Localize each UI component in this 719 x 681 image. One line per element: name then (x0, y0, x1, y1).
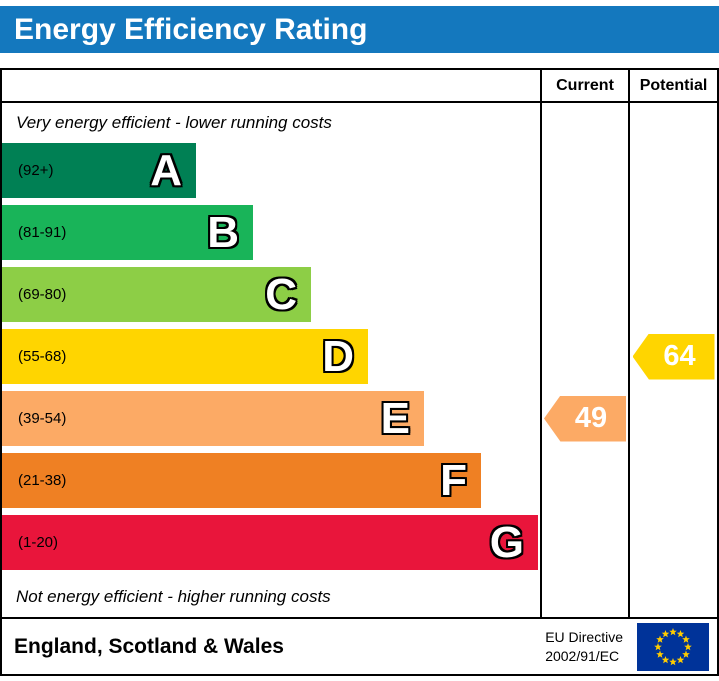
current-rating-pointer: 49 (544, 395, 626, 442)
bottom-note: Not energy efficient - higher running co… (16, 587, 331, 606)
band-range: (69-80) (18, 286, 67, 303)
potential-cell (628, 577, 717, 617)
current-cell (540, 103, 628, 143)
potential-cell (628, 143, 717, 205)
band-bar-a: (92+) A (2, 143, 196, 198)
current-cell (540, 329, 628, 391)
column-header-row: Current Potential (2, 70, 717, 103)
potential-cell (628, 205, 717, 267)
band-range: (55-68) (18, 348, 67, 365)
band-bar-c: (69-80) C (2, 267, 311, 322)
current-cell (540, 267, 628, 329)
top-note: Very energy efficient - lower running co… (16, 113, 332, 132)
bottom-note-row: Not energy efficient - higher running co… (2, 577, 717, 617)
band-bar-b: (81-91) B (2, 205, 253, 260)
band-letter: B (207, 207, 239, 257)
band-letter: F (440, 455, 467, 505)
current-cell: 49 (540, 391, 628, 453)
potential-cell (628, 103, 717, 143)
band-range: (39-54) (18, 410, 67, 427)
band-letter: E (380, 393, 410, 443)
footer: England, Scotland & Wales EU Directive 2… (2, 617, 717, 674)
band-range: (21-38) (18, 472, 67, 489)
band-row-d: (55-68) D 64 (2, 329, 717, 391)
region-label: England, Scotland & Wales (14, 634, 284, 658)
band-letter: C (265, 269, 297, 319)
band-bar-d: (55-68) D (2, 329, 368, 384)
eu-directive-text: EU Directive 2002/91/EC (545, 628, 623, 664)
potential-cell (628, 515, 717, 577)
current-cell (540, 453, 628, 515)
page-title: Energy Efficiency Rating (14, 12, 368, 46)
top-note-row: Very energy efficient - lower running co… (2, 103, 717, 143)
band-bar-e: (39-54) E (2, 391, 424, 446)
eu-flag-icon (637, 622, 709, 671)
band-row-c: (69-80) C (2, 267, 717, 329)
band-range: (1-20) (18, 534, 59, 551)
band-row-e: (39-54) E 49 (2, 391, 717, 453)
band-letter: A (150, 145, 182, 195)
band-bar-f: (21-38) F (2, 453, 481, 508)
potential-cell (628, 267, 717, 329)
band-row-g: (1-20) G (2, 515, 717, 577)
potential-column-header: Potential (628, 70, 717, 101)
potential-cell (628, 391, 717, 453)
band-bar-g: (1-20) G (2, 515, 538, 570)
current-cell (540, 143, 628, 205)
title-banner: Energy Efficiency Rating (0, 6, 719, 53)
potential-cell: 64 (628, 329, 717, 391)
current-column-header: Current (540, 70, 628, 101)
band-letter: G (489, 517, 524, 567)
eu-directive-line1: EU Directive (545, 629, 623, 646)
band-row-a: (92+) A (2, 143, 717, 205)
current-cell (540, 577, 628, 617)
footer-right: EU Directive 2002/91/EC (545, 622, 709, 671)
band-range: (81-91) (18, 224, 67, 241)
potential-rating-pointer: 64 (632, 333, 715, 380)
band-row-f: (21-38) F (2, 453, 717, 515)
potential-cell (628, 453, 717, 515)
energy-efficiency-chart: Current Potential Very energy efficient … (0, 68, 719, 676)
current-cell (540, 515, 628, 577)
current-cell (540, 205, 628, 267)
eu-directive-line2: 2002/91/EC (545, 647, 620, 664)
band-range: (92+) (18, 162, 54, 179)
band-letter: D (322, 331, 354, 381)
band-row-b: (81-91) B (2, 205, 717, 267)
header-spacer (2, 70, 540, 101)
